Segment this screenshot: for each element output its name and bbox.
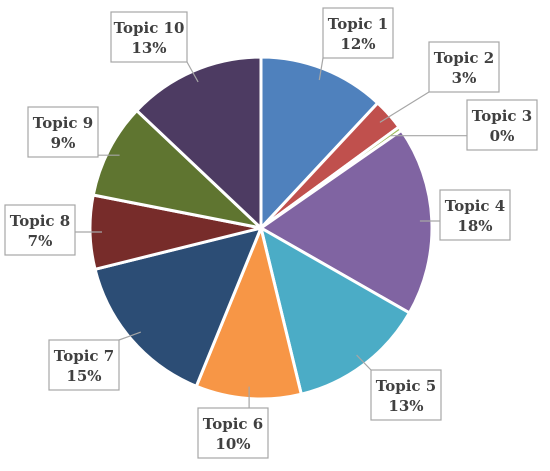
pie-slice-topic-5 xyxy=(259,226,411,396)
category-label: Topic 8 xyxy=(10,212,70,230)
callout-box xyxy=(4,204,76,256)
category-label: Topic 9 xyxy=(33,114,93,132)
percentage-label: 7% xyxy=(28,232,53,250)
leader-line-topic-7 xyxy=(118,331,142,341)
percentage-label: 13% xyxy=(131,39,166,57)
leader-line-topic-2 xyxy=(379,91,430,123)
pie-slices xyxy=(88,55,434,401)
percentage-label: 10% xyxy=(215,435,250,453)
pie-slice-topic-6 xyxy=(194,226,303,401)
data-label-topic-7: Topic 7 15% xyxy=(48,339,120,391)
data-label-topic-10: Topic 10 13% xyxy=(110,11,188,63)
data-label-topic-4: Topic 4 18% xyxy=(439,189,511,241)
percentage-label: 12% xyxy=(340,35,375,53)
callout-box xyxy=(27,106,99,158)
category-label: Topic 4 xyxy=(445,197,505,215)
pie-slice-topic-9 xyxy=(91,109,263,230)
category-label: Topic 5 xyxy=(376,377,436,395)
leader-line-topic-5 xyxy=(356,354,372,371)
category-label: Topic 1 xyxy=(328,15,388,33)
pie-slice-topic-10 xyxy=(135,55,263,230)
callout-box xyxy=(466,99,538,151)
percentage-label: 18% xyxy=(457,217,492,235)
callout-box xyxy=(197,407,269,459)
percentage-label: 3% xyxy=(452,69,477,87)
category-label: Topic 2 xyxy=(434,49,494,67)
data-label-topic-5: Topic 5 13% xyxy=(370,369,442,421)
callout-box xyxy=(48,339,120,391)
pie-slice-topic-7 xyxy=(93,226,263,388)
data-label-topic-9: Topic 9 9% xyxy=(27,106,99,158)
category-label: Topic 6 xyxy=(203,415,263,433)
data-label-topic-2: Topic 2 3% xyxy=(428,41,500,93)
data-label-callouts: Topic 112%Topic 23%Topic 30%Topic 418%To… xyxy=(4,7,538,459)
category-label: Topic 7 xyxy=(54,347,114,365)
data-label-topic-3: Topic 3 0% xyxy=(466,99,538,151)
data-label-topic-1: Topic 1 12% xyxy=(322,7,394,59)
percentage-label: 13% xyxy=(388,397,423,415)
percentage-label: 15% xyxy=(66,367,101,385)
category-label: Topic 10 xyxy=(114,19,185,37)
callout-box xyxy=(322,7,394,59)
leader-lines xyxy=(75,57,467,408)
category-label: Topic 3 xyxy=(472,107,532,125)
callout-box xyxy=(370,369,442,421)
leader-line-topic-10 xyxy=(186,61,199,83)
percentage-label: 0% xyxy=(490,127,515,145)
pie-slice-topic-1 xyxy=(259,55,380,230)
leader-line-topic-1 xyxy=(318,57,324,81)
data-label-topic-6: Topic 6 10% xyxy=(197,407,269,459)
percentage-label: 9% xyxy=(51,134,76,152)
callout-box xyxy=(439,189,511,241)
data-label-topic-8: Topic 8 7% xyxy=(4,204,76,256)
callout-box xyxy=(428,41,500,93)
callout-box xyxy=(110,11,188,63)
